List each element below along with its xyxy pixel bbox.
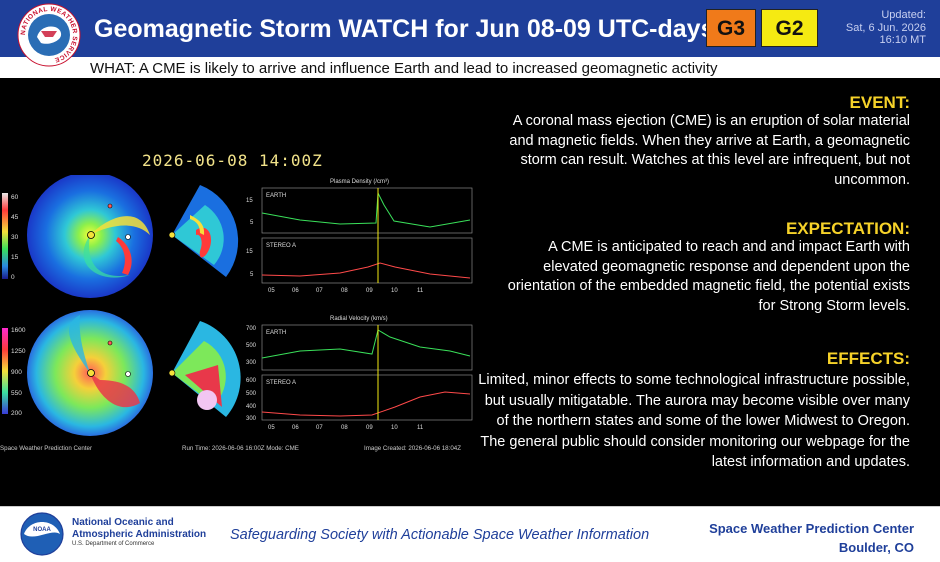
event-description: A coronal mass ejection (CME) is an erup…	[509, 113, 910, 188]
velocity-earth-line	[261, 329, 471, 359]
svg-text:11: 11	[417, 288, 424, 294]
expectation-heading: EXPECTATION:	[785, 219, 910, 238]
velocity-earth-ytick: 700	[246, 326, 257, 332]
model-footer-left: Space Weather Prediction Center	[0, 445, 92, 452]
density-stereo-line	[261, 262, 471, 279]
enlil-model-graphic: 60 45 30 15 0 1600 1250 900 550 200	[0, 175, 473, 452]
main-panel	[0, 78, 940, 506]
g3-level-badge: G3	[706, 9, 756, 47]
density-earth-line	[261, 191, 471, 228]
velocity-earth-ytick: 300	[246, 360, 257, 366]
page-title: Geomagnetic Storm WATCH for Jun 08-09 UT…	[94, 15, 715, 43]
svg-text:08: 08	[341, 288, 348, 294]
effects-description: Limited, minor effects to some technolog…	[478, 372, 910, 470]
updated-timestamp: Updated: Sat, 6 Jun. 2026 16:10 MT	[826, 9, 926, 47]
swpc-location: Boulder, CO	[838, 540, 914, 555]
updated-date: Sat, 6 Jun. 2026	[845, 21, 926, 34]
density-stereo-ytick: 5	[250, 272, 254, 278]
velocity-plot-title: Radial Velocity (km/s)	[330, 316, 388, 322]
svg-text:07: 07	[316, 288, 323, 294]
velocity-xticks: 05 06 07 08 09 10 11	[268, 425, 424, 431]
svg-text:07: 07	[316, 425, 323, 431]
density-plot-title: Plasma Density (/cm³)	[330, 179, 389, 185]
noaa-name-line2: Atmospheric Administration	[72, 528, 207, 540]
event-heading: EVENT:	[849, 93, 910, 112]
footer-tagline: Safeguarding Society with Actionable Spa…	[230, 527, 650, 543]
svg-text:05: 05	[268, 288, 275, 294]
velocity-stereo-line	[261, 391, 471, 417]
svg-text:10: 10	[391, 288, 398, 294]
svg-text:06: 06	[292, 425, 299, 431]
velocity-earth-label: EARTH	[266, 330, 286, 336]
model-timestamp: 2026-06-08 14:00Z	[142, 151, 323, 170]
density-scale-label: 0	[11, 274, 15, 281]
noaa-department: U.S. Department of Commerce	[72, 541, 155, 547]
svg-text:10: 10	[391, 425, 398, 431]
velocity-scale-label: 1250	[11, 348, 26, 355]
svg-text:09: 09	[366, 288, 373, 294]
svg-text:09: 09	[366, 425, 373, 431]
noaa-logo: NOAA	[20, 512, 64, 556]
velocity-stereo-frame	[261, 374, 473, 421]
velocity-scale-label: 900	[11, 369, 22, 376]
updated-label: Updated:	[881, 9, 926, 21]
density-colorbar	[2, 193, 8, 279]
velocity-stereo-ytick: 400	[246, 404, 257, 410]
svg-text:11: 11	[417, 425, 424, 431]
density-xticks: 05 06 07 08 09 10 11	[268, 288, 424, 294]
density-earth-label: EARTH	[266, 193, 286, 199]
density-disk	[27, 175, 153, 298]
velocity-scale-label: 1600	[11, 327, 26, 334]
noaa-name-line1: National Oceanic and	[72, 517, 174, 528]
density-scale-label: 45	[11, 214, 19, 221]
density-earth-ytick: 15	[246, 198, 253, 204]
velocity-earth-ytick: 500	[246, 343, 257, 349]
noaa-name: National Oceanic and Atmospheric Adminis…	[72, 517, 206, 540]
density-earth-ytick: 5	[250, 220, 254, 226]
svg-text:05: 05	[268, 425, 275, 431]
footer-bar	[0, 506, 940, 562]
what-statement: WHAT: A CME is likely to arrive and infl…	[90, 60, 718, 77]
density-wedge	[168, 185, 239, 277]
g2-level-badge: G2	[761, 9, 818, 47]
velocity-disk	[27, 310, 153, 436]
swpc-name: Space Weather Prediction Center	[709, 521, 914, 536]
density-earth-frame	[261, 187, 473, 234]
what-bar	[0, 57, 940, 78]
density-scale-label: 15	[11, 254, 19, 261]
density-stereo-frame	[261, 237, 473, 284]
model-footer-right: Image Created: 2026-06-06 18:04Z	[364, 445, 461, 452]
svg-text:08: 08	[341, 425, 348, 431]
velocity-colorbar	[2, 328, 8, 414]
updated-time: 16:10 MT	[879, 34, 926, 46]
density-scale-label: 60	[11, 194, 19, 201]
velocity-scale-label: 200	[11, 410, 22, 417]
expectation-description: A CME is anticipated to reach and and im…	[507, 239, 910, 314]
velocity-stereo-ytick: 300	[246, 416, 257, 422]
svg-text:NOAA: NOAA	[33, 527, 51, 533]
nws-logo: NATIONAL WEATHER SERVICE	[17, 3, 81, 67]
density-stereo-label: STEREO A	[266, 243, 296, 249]
density-scale-label: 30	[11, 234, 19, 241]
velocity-scale-label: 550	[11, 390, 22, 397]
velocity-stereo-label: STEREO A	[266, 380, 296, 386]
svg-text:06: 06	[292, 288, 299, 294]
model-footer-mid: Run Time: 2026-06-06 16:00Z Mode: CME	[182, 445, 299, 452]
effects-heading: EFFECTS:	[826, 349, 910, 368]
velocity-wedge	[168, 321, 241, 417]
velocity-earth-frame	[261, 324, 473, 371]
density-stereo-ytick: 15	[246, 249, 253, 255]
velocity-stereo-ytick: 500	[246, 391, 257, 397]
velocity-stereo-ytick: 600	[246, 378, 257, 384]
